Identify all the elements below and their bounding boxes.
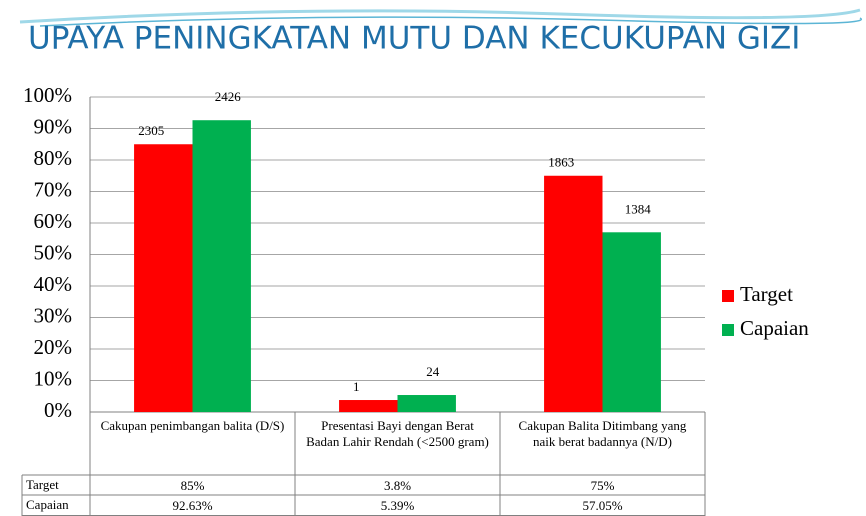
table-value: 5.39%: [380, 498, 415, 513]
legend-swatch: [722, 290, 734, 302]
data-label: 2426: [215, 89, 242, 104]
data-label: 24: [426, 364, 440, 379]
legend-swatch: [722, 324, 734, 336]
y-tick-label: 80%: [34, 146, 73, 170]
y-tick-label: 10%: [34, 366, 73, 390]
x-category-label: Cakupan Balita Ditimbang yang naik berat…: [518, 418, 687, 449]
bar: [339, 400, 398, 412]
y-tick-label: 20%: [34, 335, 73, 359]
table-value: 75%: [590, 478, 615, 493]
data-label: 2305: [138, 123, 164, 138]
y-tick-label: 70%: [34, 177, 73, 201]
chart-title: UPAYA PENINGKATAN MUTU DAN KECUKUPAN GIZ…: [28, 21, 800, 57]
x-category-label: Cakupan penimbangan balita (D/S): [100, 418, 285, 433]
bar: [602, 232, 661, 412]
bar: [192, 120, 251, 412]
legend-label: Target: [740, 282, 793, 306]
y-tick-label: 60%: [34, 209, 73, 233]
y-tick-label: 0%: [44, 398, 72, 422]
bar: [397, 395, 456, 412]
table-value: 3.8%: [383, 478, 412, 493]
table-value: 85%: [180, 478, 205, 493]
table-row-header: Target: [26, 477, 59, 492]
y-tick-label: 50%: [34, 240, 73, 264]
data-label: 1384: [625, 201, 652, 216]
decor-curve: [39, 16, 863, 27]
y-tick-label: 30%: [34, 303, 73, 327]
legend-label: Capaian: [740, 316, 809, 340]
decor-curve: [19, 8, 861, 24]
table-row-header: Capaian: [26, 497, 69, 512]
y-tick-label: 90%: [34, 114, 73, 138]
bar: [544, 175, 603, 412]
data-label: 1: [353, 379, 360, 394]
y-tick-label: 100%: [23, 83, 72, 107]
table-value: 57.05%: [582, 498, 623, 513]
bar: [134, 144, 193, 412]
table-value: 92.63%: [172, 498, 213, 513]
y-tick-label: 40%: [34, 272, 73, 296]
x-category-label: Presentasi Bayi dengan Berat Badan Lahir…: [306, 418, 489, 449]
data-label: 1863: [548, 155, 574, 170]
